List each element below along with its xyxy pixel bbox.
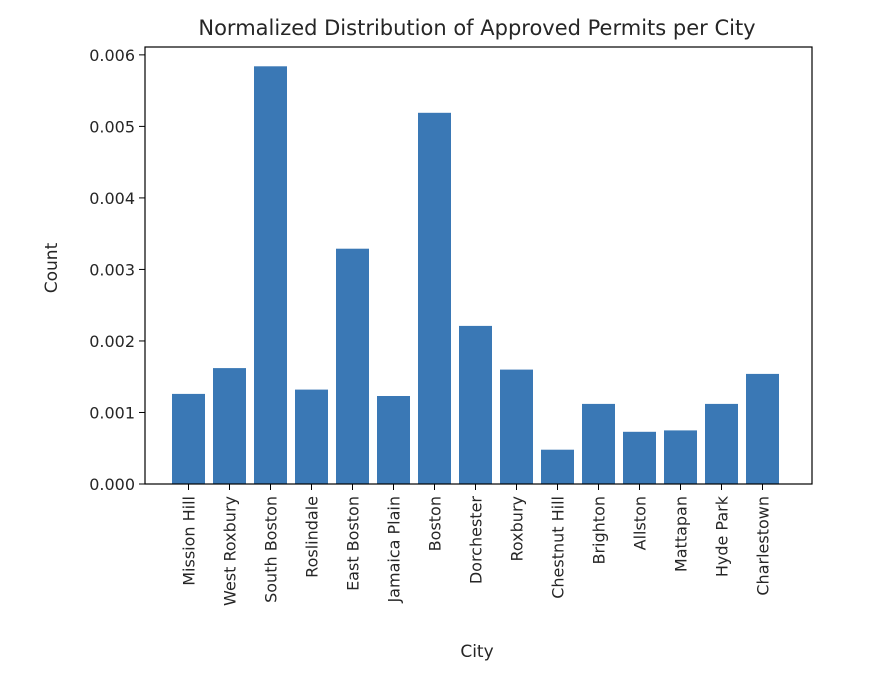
y-axis-ticks: 0.000 0.001 0.002 0.003 0.004 0.005 0.006 — [89, 46, 145, 494]
y-tick-label: 0.006 — [89, 46, 135, 65]
y-tick-label: 0.003 — [89, 260, 135, 279]
x-tick-label: Charlestown — [754, 496, 773, 596]
x-tick-label: Chestnut Hill — [549, 496, 568, 599]
bars — [172, 66, 779, 485]
bar — [418, 112, 451, 485]
x-tick-label: Roslindale — [303, 496, 322, 578]
x-tick-label: Roxbury — [508, 496, 527, 562]
x-tick-label: Mattapan — [672, 496, 691, 572]
x-tick-label: Allston — [631, 496, 650, 550]
y-axis-label: Count — [42, 242, 62, 293]
bar — [213, 368, 246, 484]
x-tick-label: South Boston — [262, 496, 281, 603]
bar — [172, 393, 205, 484]
bar — [746, 373, 779, 484]
bar — [705, 403, 738, 484]
x-tick-label: Dorchester — [467, 496, 486, 585]
x-tick-label: West Roxbury — [221, 496, 240, 606]
y-tick-label: 0.001 — [89, 403, 135, 422]
x-axis-label: City — [460, 642, 493, 662]
bar — [459, 325, 492, 484]
x-tick-label: Boston — [426, 496, 445, 551]
bar — [623, 431, 656, 484]
y-tick-label: 0.002 — [89, 332, 135, 351]
x-tick-label: Mission Hill — [180, 496, 199, 586]
y-tick-label: 0.005 — [89, 117, 135, 136]
bar — [500, 369, 533, 484]
x-tick-label: Brighton — [590, 496, 609, 565]
bar — [664, 430, 697, 484]
bar — [295, 389, 328, 484]
bar — [336, 248, 369, 484]
chart-title: Normalized Distribution of Approved Perm… — [198, 16, 755, 40]
x-axis-ticks: Mission Hill West Roxbury South Boston Rosl… — [180, 484, 773, 606]
y-tick-label: 0.000 — [89, 475, 135, 494]
bar — [582, 403, 615, 484]
bar — [377, 396, 410, 484]
y-tick-label: 0.004 — [89, 189, 135, 208]
x-tick-label: Hyde Park — [713, 495, 732, 577]
plot-frame — [144, 46, 813, 485]
x-tick-label: East Boston — [344, 496, 363, 591]
bar — [541, 449, 574, 484]
x-tick-label: Jamaica Plain — [385, 496, 404, 604]
bar — [254, 66, 287, 485]
